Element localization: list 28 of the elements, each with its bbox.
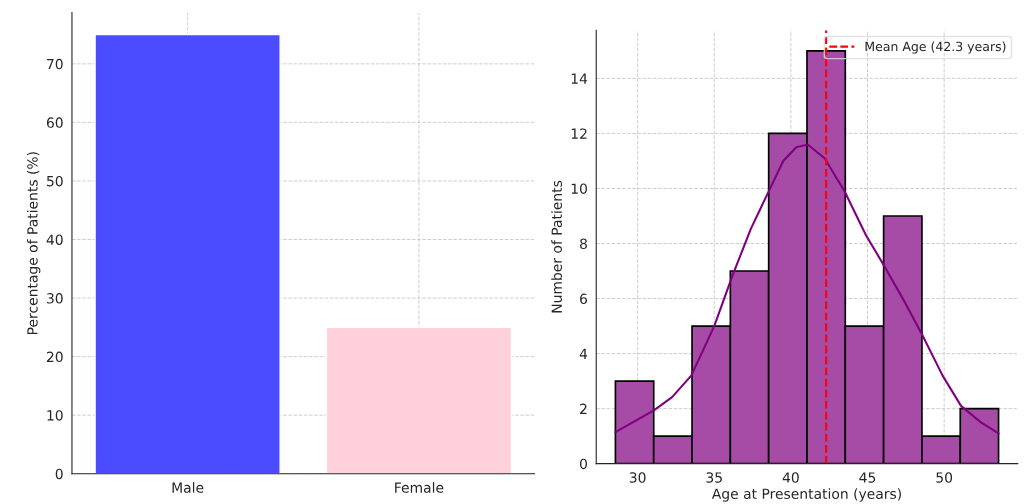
y-tick-label: 40	[46, 234, 63, 245]
y-tick-label: 8	[580, 238, 587, 249]
x-tick-label: 50	[936, 472, 953, 483]
y-axis-title: Number of Patients	[551, 180, 562, 313]
line-series	[614, 143, 1000, 435]
y-tick-label: 4	[579, 348, 588, 359]
y-tick-label: 50	[47, 175, 63, 187]
ref-line-label: Mean Age (42.3 years)	[865, 41, 1006, 54]
x-tick-label: 40	[782, 472, 799, 483]
y-tick-label: 0	[55, 468, 63, 480]
y-tick-label: 14	[571, 73, 588, 84]
y-tick-label: 20	[46, 351, 63, 363]
y-tick-label: 60	[46, 117, 63, 128]
y-tick-label: 2	[580, 403, 587, 414]
x-tick-label: Male	[172, 482, 204, 493]
y-tick-label: 30	[47, 293, 63, 304]
x-tick-label: 35	[706, 472, 722, 483]
x-tick-label: 30	[629, 472, 646, 483]
y-tick-label: 12	[571, 128, 587, 139]
x-tick-label: 45	[859, 472, 876, 483]
y-tick-label: 10	[571, 183, 587, 194]
y-axis-title: Percentage of Patients (%)	[26, 152, 41, 334]
y-tick-label: 6	[580, 293, 588, 305]
x-axis-title: Age at Presentation (years)	[711, 488, 901, 502]
y-tick-label: 0	[579, 458, 587, 470]
x-tick-label: Female	[395, 482, 444, 493]
y-tick-label: 70	[47, 58, 63, 70]
y-tick-label: 10	[47, 410, 63, 421]
